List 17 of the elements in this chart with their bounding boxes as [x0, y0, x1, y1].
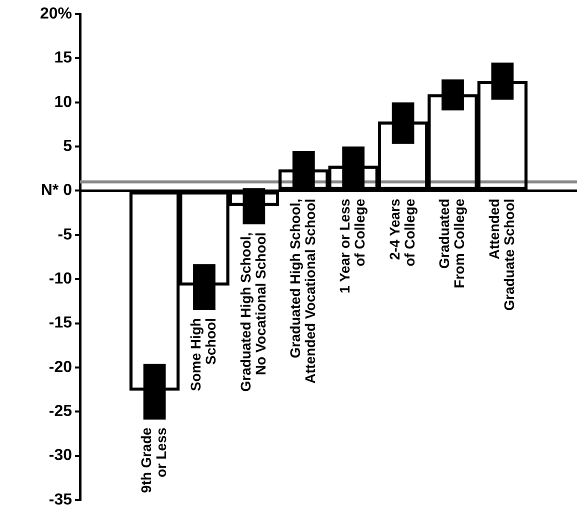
y-tick-label: 5	[63, 138, 72, 155]
y-tick-label: -35	[48, 491, 72, 508]
y-tick-label: 10	[54, 94, 72, 111]
x-tick-label: 1 Year or Less of College	[336, 198, 368, 294]
y-tick-label: 15	[54, 50, 72, 67]
y-tick-label: -10	[48, 270, 72, 288]
y-tick-label: -15	[48, 314, 72, 332]
y-tick-label: N* 0	[40, 182, 72, 200]
y-tick-label: -20	[48, 358, 72, 376]
x-tick-label: Some High School	[188, 318, 219, 392]
y-tick-label: 20%	[40, 5, 72, 22]
x-tick-label: 9th Grade or Less	[138, 427, 169, 493]
x-tick-label: Graduated High School, Attended Vocational School	[287, 198, 318, 384]
y-tick-label: -30	[48, 447, 72, 464]
y-tick-label: -5	[58, 226, 72, 244]
x-tick-label: Graduated High School, No Vocational School	[237, 232, 268, 392]
y-tick-label: -25	[48, 403, 72, 420]
